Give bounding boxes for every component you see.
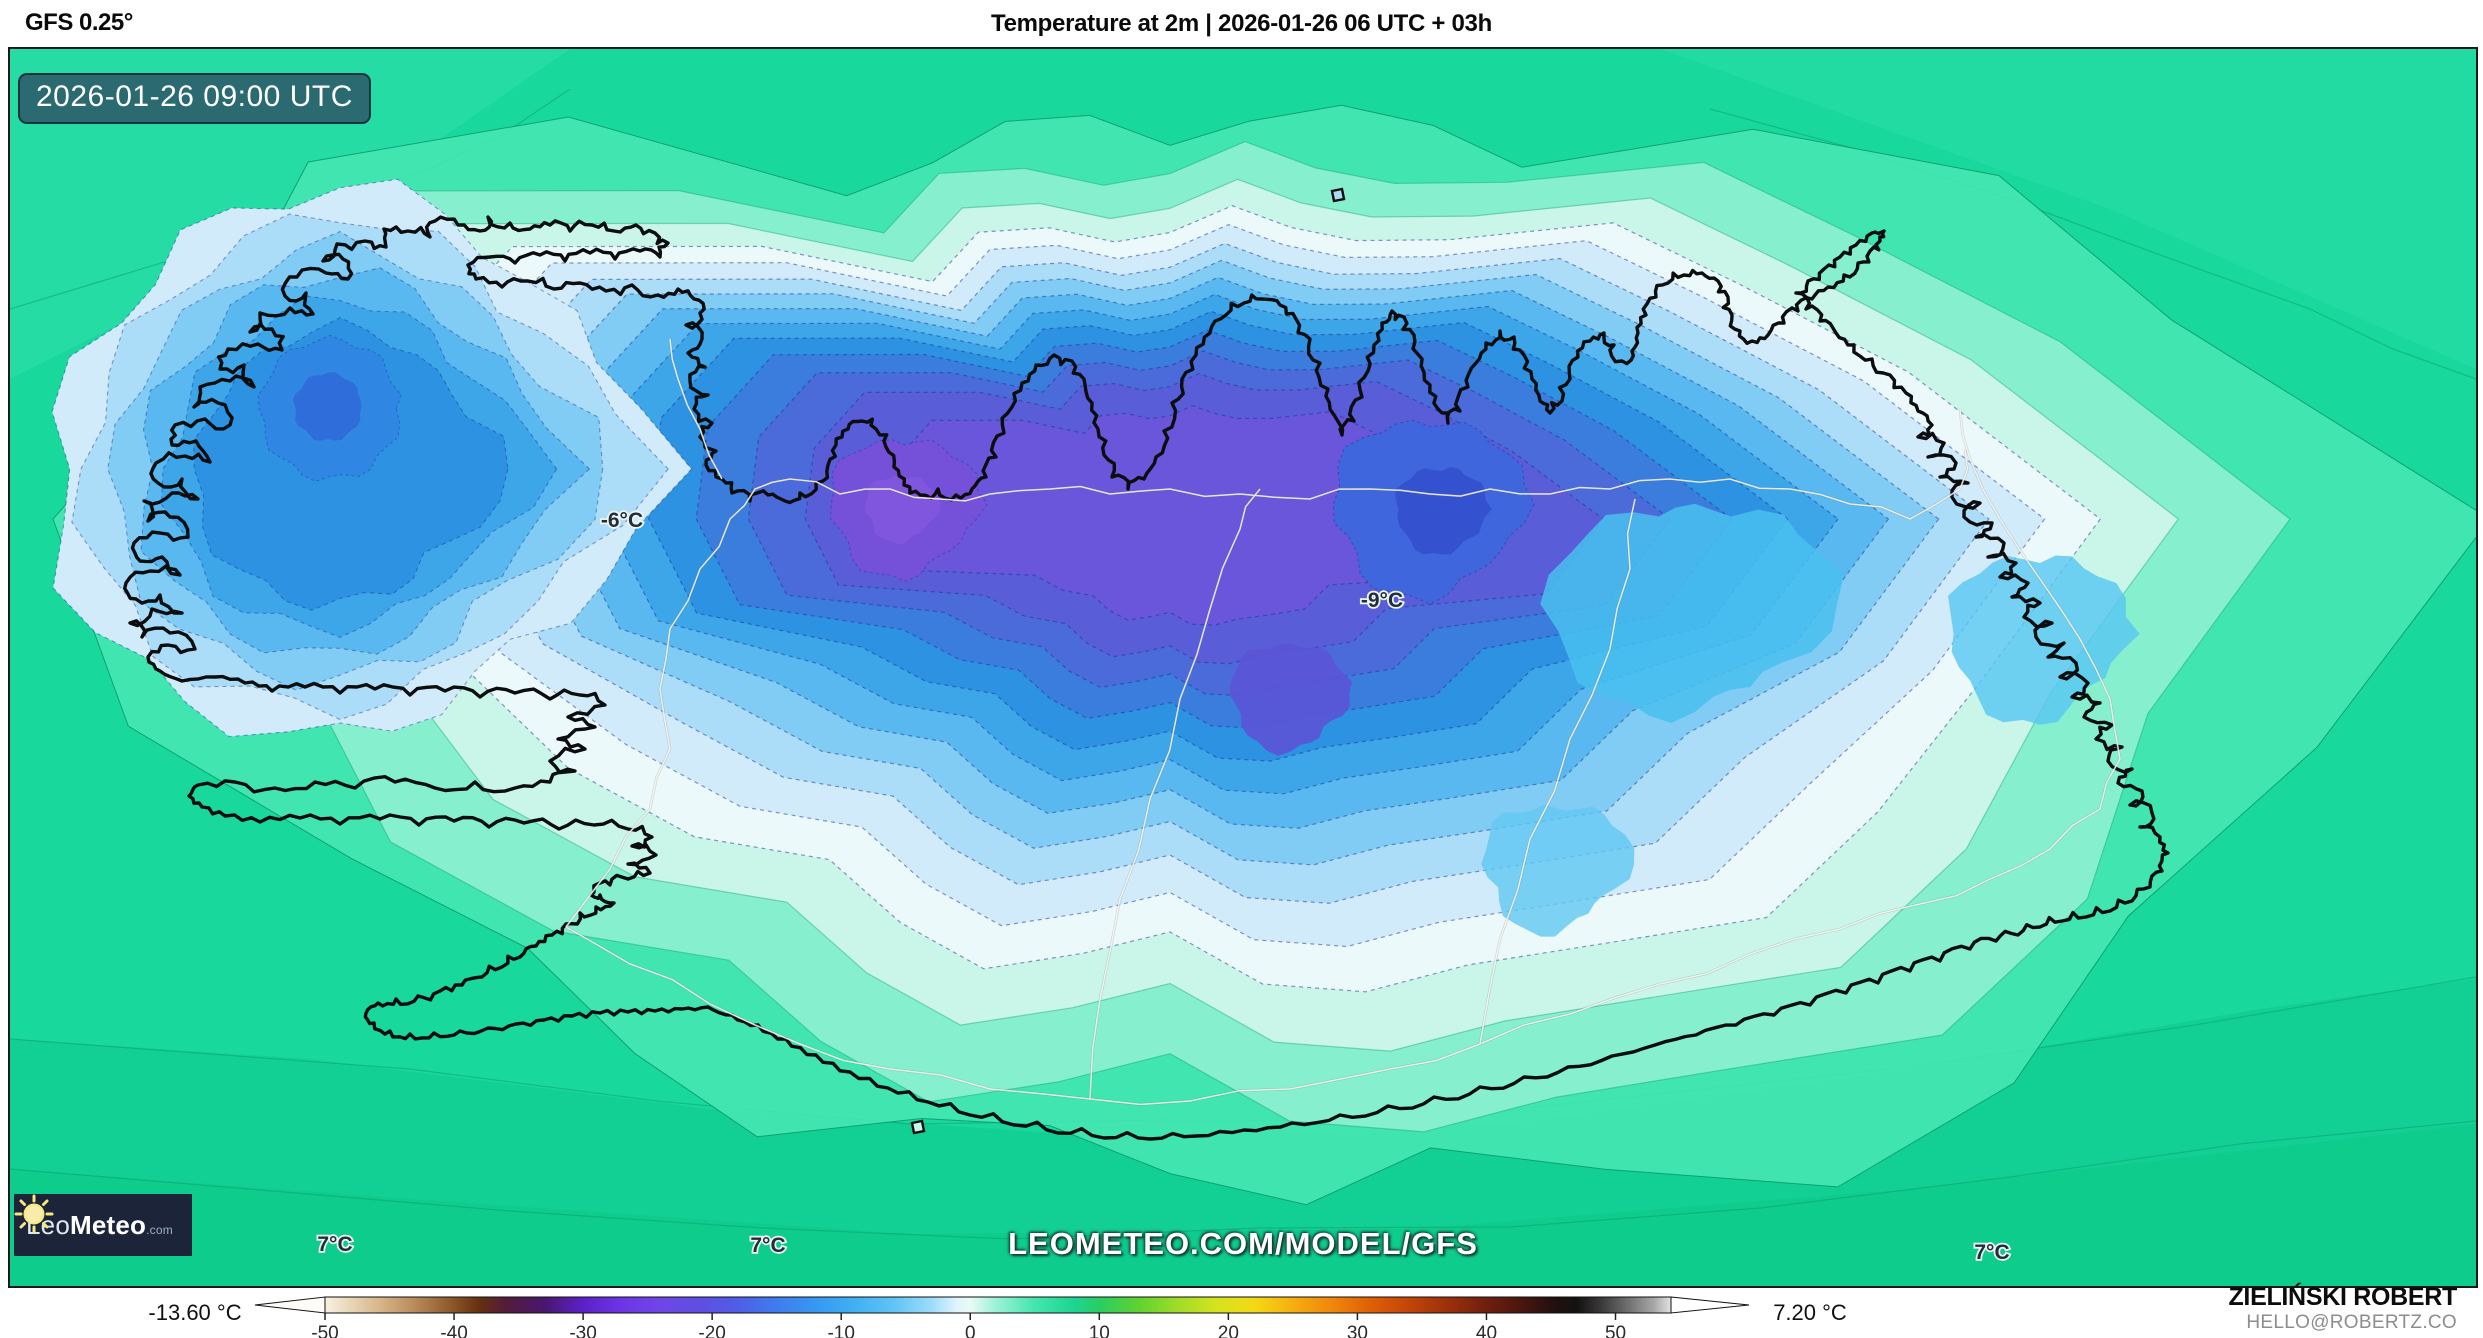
page-title: Temperature at 2m | 2026-01-26 06 UTC + … [991, 10, 1492, 37]
colorbar-tick-label: -10 [827, 1323, 854, 1338]
colorbar-tick-label: 0 [965, 1323, 976, 1338]
colorbar-tick-label: 20 [1218, 1323, 1239, 1338]
colorbar-tick-label: 10 [1089, 1323, 1110, 1338]
colorbar-tick-label: 50 [1605, 1323, 1626, 1338]
timestamp-badge: 2026-01-26 09:00 UTC [18, 73, 371, 124]
temperature-contour-map: -6°C -9°C 7°C 7°C 7°C [10, 49, 2476, 1286]
map-temperature-label: -9°C [1361, 589, 1403, 612]
colorbar-tick-label: -30 [569, 1323, 596, 1338]
map-temperature-label: 7°C [317, 1233, 352, 1256]
colorbar-tick-label: 40 [1476, 1323, 1497, 1338]
map-temperature-label: -6°C [601, 509, 643, 532]
author-email: HELLO@ROBERTZ.CO [2246, 1311, 2457, 1333]
colorbar-tick-label: -50 [311, 1323, 338, 1338]
sun-icon [14, 1194, 54, 1234]
map-temperature-label: 7°C [1974, 1241, 2009, 1264]
model-label: GFS 0.25° [25, 9, 133, 36]
colorbar-max-value: 7.20 °C [1773, 1300, 1847, 1325]
logo-wordmark: LeoMeteo.com [26, 1209, 173, 1240]
author-name: ZIELIŃSKI ROBERT [2228, 1283, 2457, 1311]
leometeo-logo: LeoMeteo.com [14, 1194, 192, 1256]
colorbar-tick-label: -20 [698, 1323, 725, 1338]
watermark-url: LEOMETEO.COM/MODEL/GFS [1008, 1226, 1478, 1261]
colorbar-min-value: -13.60 °C [148, 1300, 242, 1325]
map-temperature-label: 7°C [750, 1234, 785, 1257]
colorbar-tick-label: 30 [1347, 1323, 1368, 1338]
colorbar-tick-label: -40 [440, 1323, 467, 1338]
temperature-colorbar: -50 -40 -30 -20 -10 0 10 20 30 40 50 [254, 1296, 1750, 1338]
map-canvas: -6°C -9°C 7°C 7°C 7°C 2026-01-26 09:00 UTC L… [8, 47, 2478, 1288]
credits-block: ZIELIŃSKI ROBERT HELLO@ROBERTZ.CO [2228, 1283, 2457, 1334]
